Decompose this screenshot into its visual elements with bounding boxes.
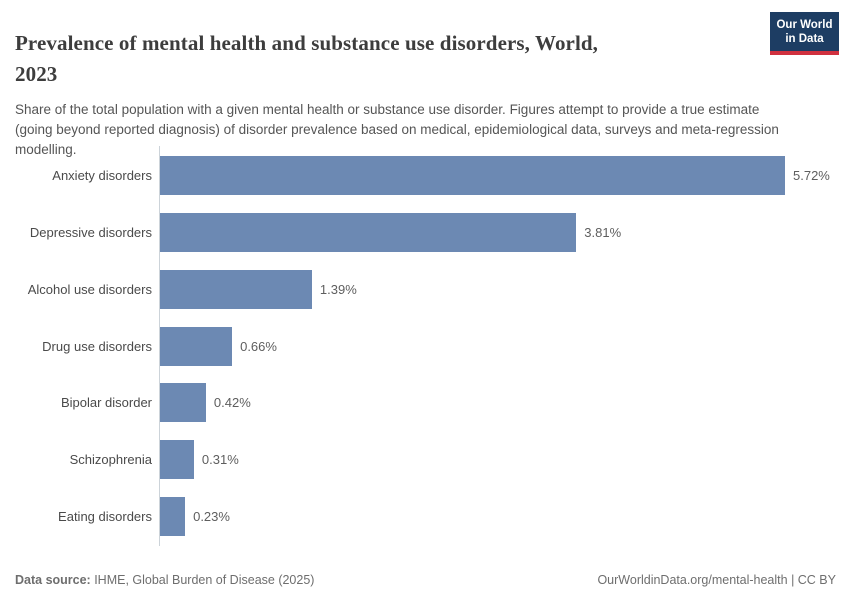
chart-row: Drug use disorders 0.66% [15,318,843,375]
chart-row: Anxiety disorders 5.72% [15,147,843,204]
owid-logo[interactable]: Our World in Data [770,12,839,55]
category-label: Drug use disorders [42,338,152,354]
logo-line-1: Our World [776,19,833,31]
value-label: 1.39% [319,281,357,297]
data-source-label: Data source: [15,573,91,587]
value-label: 5.72% [793,167,830,183]
category-label: Schizophrenia [69,452,152,468]
credit-link[interactable]: OurWorldinData.org/mental-health | CC BY [597,573,836,587]
value-label: 0.42% [213,395,251,411]
logo-line-2: in Data [785,33,824,45]
bar[interactable] [160,155,785,195]
bar-chart: Anxiety disorders 5.72% Depressive disor… [15,146,843,546]
category-label: Anxiety disorders [52,167,152,183]
chart-subtitle: Share of the total population with a giv… [15,101,779,157]
title-line-1: Prevalence of mental health and substanc… [15,31,599,56]
bar[interactable] [160,383,206,423]
chart-row: Depressive disorders 3.81% [15,204,843,261]
chart-row: Alcohol use disorders 1.39% [15,261,843,318]
chart-row: Bipolar disorder 0.42% [15,374,843,431]
chart-rows: Anxiety disorders 5.72% Depressive disor… [15,147,843,545]
bar[interactable] [160,212,577,252]
data-source-text: IHME, Global Burden of Disease (2025) [90,573,315,587]
chart-footer: Data source: IHME, Global Burden of Dise… [15,573,836,587]
page-title: Prevalence of mental health and substanc… [15,28,760,90]
value-label: 0.23% [193,509,230,525]
category-label: Eating disorders [58,509,152,525]
value-label: 0.66% [240,338,277,354]
bar[interactable] [160,497,186,537]
category-label: Bipolar disorder [60,395,152,411]
chart-row: Eating disorders 0.23% [15,488,843,545]
bar[interactable] [160,440,194,480]
title-line-2: 2023 [15,62,58,87]
bar[interactable] [160,326,233,366]
data-source: Data source: IHME, Global Burden of Dise… [15,573,314,587]
value-label: 3.81% [584,224,622,240]
bar[interactable] [160,269,312,309]
chart-row: Schizophrenia 0.31% [15,431,843,488]
category-label: Alcohol use disorders [27,281,152,297]
value-label: 0.31% [201,452,239,468]
category-label: Depressive disorders [29,224,152,240]
y-axis-line [159,146,160,546]
